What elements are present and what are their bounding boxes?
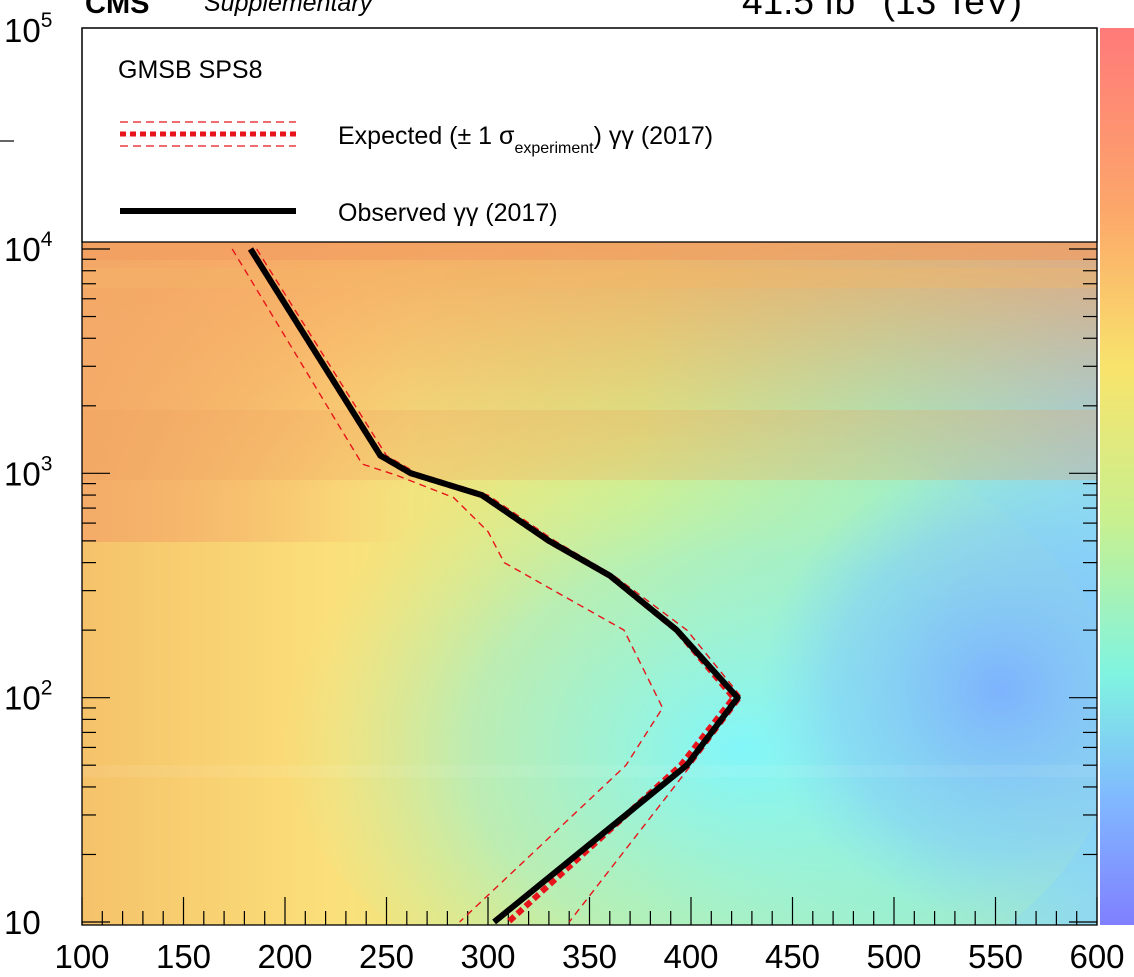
x-tick-label: 600 xyxy=(1069,938,1124,975)
legend-observed-label: Observed γγ (2017) xyxy=(338,199,558,227)
x-tick-label: 350 xyxy=(562,938,617,975)
y-axis: 10 102 103 104 105 xyxy=(0,9,1097,941)
series-dashed-line xyxy=(231,248,664,923)
y-tick-label: 103 xyxy=(4,452,52,492)
x-tick-label: 100 xyxy=(54,938,109,975)
heatmap-left-warm xyxy=(82,242,412,542)
y-tick-label: 10 xyxy=(4,904,41,941)
x-tick-label: 250 xyxy=(359,938,414,975)
supplementary-label: Supplementary xyxy=(204,0,374,17)
series-solid-line xyxy=(247,247,741,925)
x-tick-label: 300 xyxy=(460,938,515,975)
x-tick-label: 450 xyxy=(765,938,820,975)
y-tick-label: 105 xyxy=(4,9,52,49)
x-tick-label: 400 xyxy=(663,938,718,975)
heatmap-band-2 xyxy=(82,268,1097,288)
heatmap-band-1 xyxy=(82,242,1097,260)
x-tick-label: 500 xyxy=(866,938,921,975)
lumi-label: 41.5 fb-1(13 TeV) xyxy=(742,0,1022,22)
heatmap-blue-region xyxy=(760,460,1097,920)
heatmap-area xyxy=(82,242,1097,925)
legend-expected-label: Expected (± 1 σexperiment) γγ (2017) xyxy=(338,122,713,157)
series-layer xyxy=(231,247,743,925)
y-tick-label: 102 xyxy=(4,677,52,717)
heatmap-band-4 xyxy=(82,765,1097,777)
heatmap-band-3 xyxy=(82,410,1097,480)
legend-title: GMSB SPS8 xyxy=(118,56,263,84)
cms-label: CMS xyxy=(85,0,149,20)
x-tick-label: 200 xyxy=(257,938,312,975)
legend-expected-swatch xyxy=(120,121,296,147)
y-tick-label: 104 xyxy=(4,228,53,268)
x-axis: 100 150 200 250 300 350 400 450 500 550 600 xyxy=(54,897,1125,975)
x-tick-label: 550 xyxy=(968,938,1023,975)
colorbar xyxy=(1100,28,1134,925)
x-tick-label: 150 xyxy=(156,938,211,975)
